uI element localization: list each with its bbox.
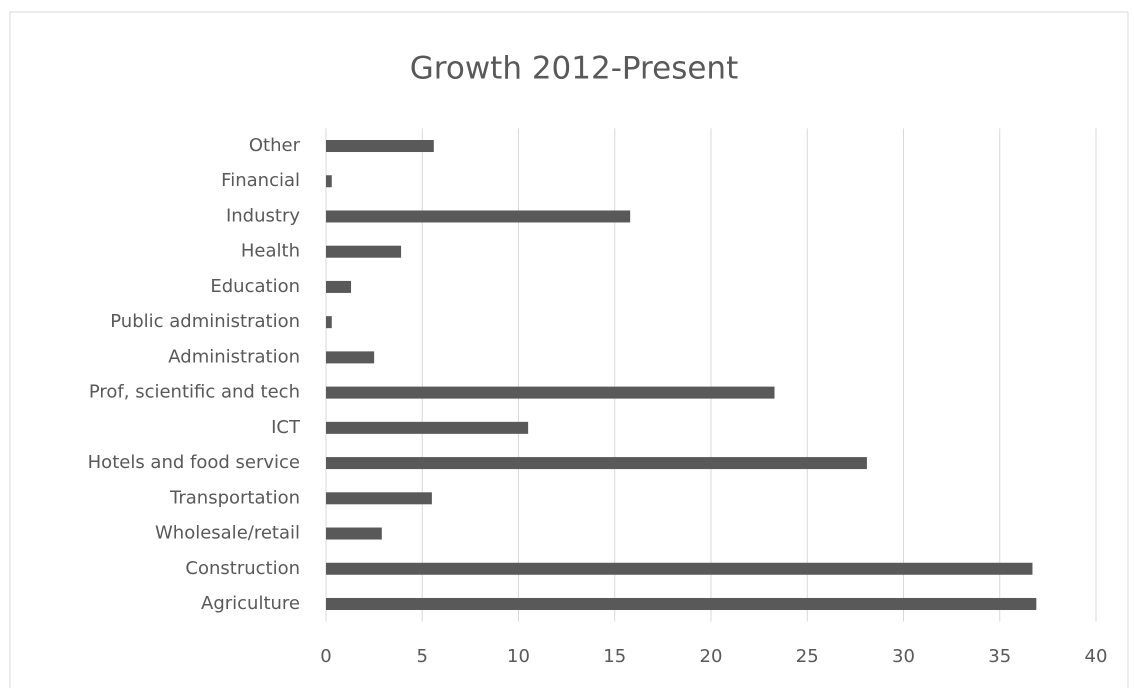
y-tick-label: Health xyxy=(241,241,300,262)
x-tick-label: 25 xyxy=(796,646,819,667)
bar xyxy=(326,245,402,258)
y-tick-label: ICT xyxy=(271,417,301,438)
bar xyxy=(326,316,332,329)
y-tick-label: Industry xyxy=(226,205,300,226)
bar xyxy=(326,140,434,153)
x-tick-label: 30 xyxy=(892,646,915,667)
y-tick-label: Agriculture xyxy=(201,593,300,614)
y-tick-label: Prof, scientific and tech xyxy=(89,382,300,403)
bar xyxy=(326,175,332,188)
y-tick-label: Transportation xyxy=(169,487,300,508)
bar xyxy=(326,562,1033,575)
chart-title: Growth 2012-Present xyxy=(410,51,738,87)
x-tick-label: 0 xyxy=(320,646,331,667)
y-tick-label: Construction xyxy=(185,558,300,579)
bar xyxy=(326,457,867,470)
x-tick-label: 5 xyxy=(417,646,428,667)
bar xyxy=(326,492,432,505)
y-tick-label: Other xyxy=(249,135,301,156)
y-tick-label: Wholesale/retail xyxy=(155,523,300,544)
bar xyxy=(326,527,382,540)
y-tick-label: Education xyxy=(210,276,300,297)
bar xyxy=(326,421,529,434)
x-tick-label: 40 xyxy=(1085,646,1108,667)
y-tick-label: Public administration xyxy=(110,311,300,332)
bar xyxy=(326,351,375,364)
x-tick-label: 15 xyxy=(603,646,626,667)
chart-border xyxy=(9,11,1129,688)
y-tick-label: Administration xyxy=(168,346,300,367)
x-tick-label: 10 xyxy=(507,646,530,667)
y-tick-label: Hotels and food service xyxy=(88,452,300,473)
x-tick-label: 20 xyxy=(700,646,723,667)
x-tick-label: 35 xyxy=(988,646,1011,667)
bar xyxy=(326,280,352,293)
y-tick-label: Financial xyxy=(221,170,300,191)
bar xyxy=(326,210,631,223)
bar xyxy=(326,597,1037,610)
bar xyxy=(326,386,775,399)
